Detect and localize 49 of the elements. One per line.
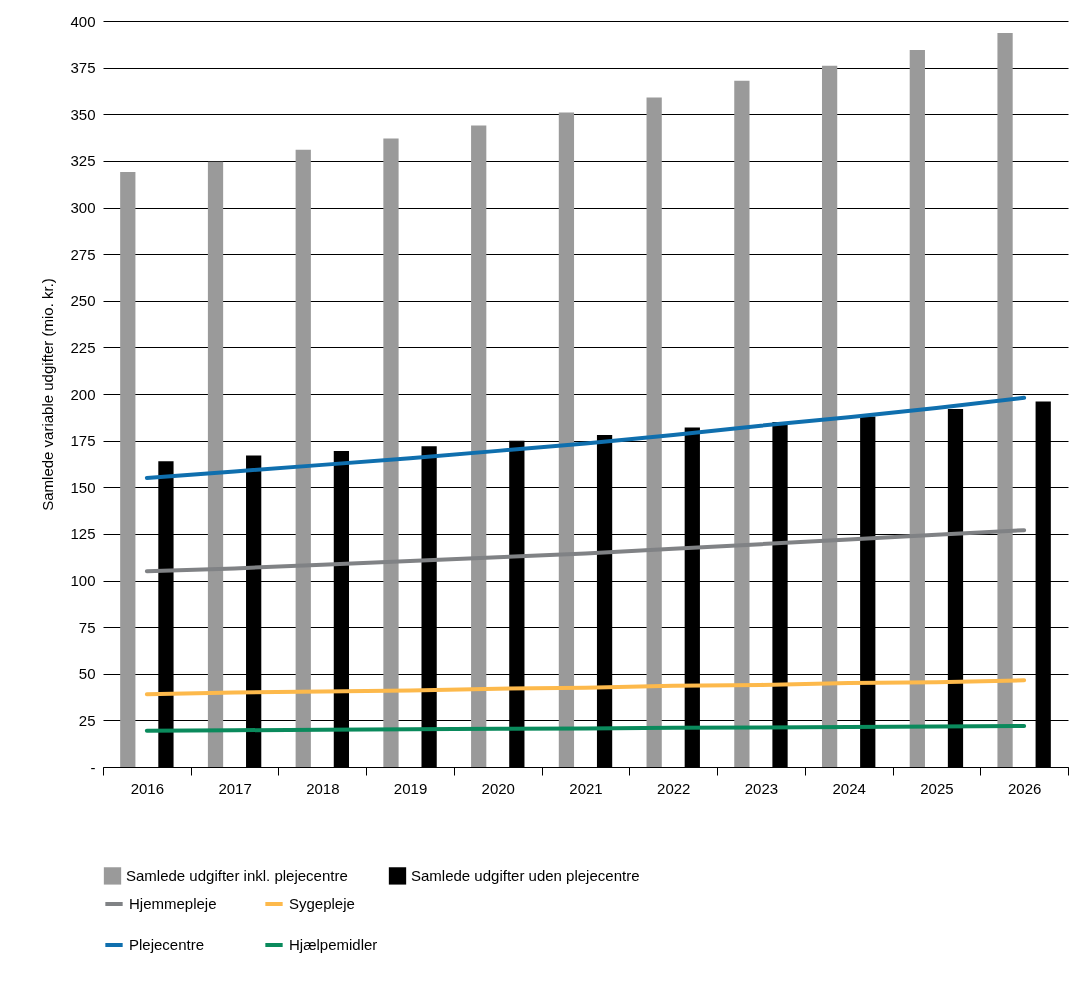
y-tick-label: 275 (70, 245, 96, 263)
bar (734, 80, 750, 767)
line-series (144, 678, 1027, 697)
y-tick-label: 175 (70, 432, 96, 450)
y-tick-label: 50 (78, 665, 96, 683)
x-tick-label: 2017 (218, 779, 252, 797)
y-tick-label: 325 (70, 152, 96, 170)
bar (909, 49, 925, 767)
bar (383, 138, 399, 767)
legend-label: Hjemmepleje (129, 895, 217, 912)
bar (821, 65, 838, 767)
legend-label: Hjælpemidler (289, 936, 378, 953)
bar (207, 161, 224, 767)
bar (471, 125, 487, 767)
legend-label: Samlede udgifter inkl. plejecentre (126, 866, 348, 884)
x-tick-label: 2016 (130, 779, 165, 797)
y-tick-label: - (90, 758, 96, 776)
y-tick-label: 150 (70, 478, 96, 496)
x-tick-label: 2021 (569, 779, 603, 797)
x-tick-label: 2024 (832, 779, 866, 797)
bar (646, 97, 662, 767)
x-tick-label: 2026 (1007, 779, 1042, 797)
x-tick-label: 2025 (920, 779, 954, 797)
legend-label: Samlede udgifter uden plejecentre (411, 866, 640, 884)
y-axis-title: Samlede variable udgifter (mio. kr.) (39, 278, 57, 511)
y-tick-label: 225 (70, 338, 96, 356)
y-tick-label: 375 (70, 59, 96, 77)
line-series (144, 395, 1027, 480)
y-tick-label: 75 (78, 618, 96, 636)
bar (558, 112, 575, 767)
legend-label: Sygepleje (289, 895, 355, 912)
bar (295, 149, 311, 767)
y-tick-label: 125 (70, 525, 96, 543)
line-series (144, 528, 1027, 574)
y-tick-label: 250 (70, 292, 96, 310)
x-tick-label: 2020 (481, 779, 515, 797)
legend-label: Plejecentre (129, 936, 205, 953)
bar (120, 172, 136, 767)
x-tick-label: 2019 (393, 779, 428, 797)
x-tick-label: 2023 (744, 779, 779, 797)
x-tick-label: 2018 (306, 779, 340, 797)
y-tick-label: 350 (70, 105, 96, 123)
bar (997, 33, 1013, 767)
y-tick-label: 300 (70, 199, 96, 216)
y-tick-label: 200 (70, 385, 96, 403)
y-tick-label: 400 (70, 12, 96, 30)
x-tick-label: 2022 (657, 779, 691, 797)
y-tick-label: 25 (78, 711, 96, 729)
y-tick-label: 100 (70, 572, 96, 589)
